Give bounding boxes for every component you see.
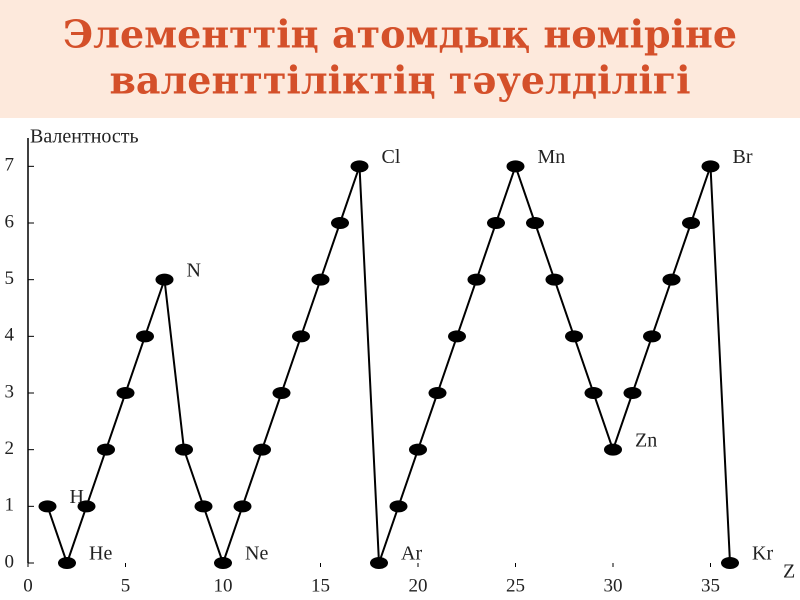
- point: [467, 273, 486, 286]
- header-band: [0, 0, 800, 118]
- x-axis-label: Z: [783, 561, 795, 583]
- x-tick-label: 0: [23, 575, 33, 596]
- point: [682, 217, 700, 229]
- element-label: Mn: [538, 146, 566, 168]
- point: [272, 387, 291, 399]
- point: [701, 160, 720, 173]
- element-label: He: [89, 543, 112, 565]
- y-axis-label: Валентность: [30, 126, 139, 148]
- element-label: Zn: [635, 429, 657, 451]
- point: [331, 217, 349, 229]
- point: [370, 557, 388, 569]
- x-tick-label: 20: [409, 575, 428, 596]
- x-tick-label: 5: [121, 575, 131, 596]
- point: [506, 160, 525, 173]
- point: [77, 500, 96, 513]
- point: [565, 330, 583, 343]
- point: [604, 443, 622, 456]
- y-tick-label: 4: [5, 325, 15, 346]
- x-tick-label: 35: [701, 575, 720, 596]
- element-label: N: [187, 259, 201, 281]
- y-tick-label: 5: [5, 268, 15, 289]
- x-tick-label: 30: [604, 575, 623, 596]
- point: [136, 330, 154, 343]
- point: [487, 217, 505, 229]
- y-tick-label: 1: [5, 495, 15, 516]
- point: [643, 330, 661, 343]
- point: [292, 330, 310, 343]
- point: [584, 387, 603, 399]
- point: [721, 557, 739, 569]
- point: [175, 443, 193, 456]
- y-tick-label: 2: [5, 438, 15, 459]
- point: [350, 160, 369, 173]
- point: [662, 273, 681, 286]
- point: [155, 273, 174, 286]
- y-tick-label: 6: [5, 211, 15, 232]
- point: [58, 557, 76, 569]
- point: [428, 387, 447, 399]
- element-label: Ar: [401, 543, 422, 565]
- point: [194, 500, 213, 513]
- element-label: Kr: [752, 543, 773, 565]
- element-label: Br: [733, 146, 753, 168]
- x-tick-label: 10: [214, 575, 233, 596]
- x-tick-label: 15: [311, 575, 330, 596]
- point: [233, 500, 252, 513]
- title-line: валенттіліктің тәуелділігі: [109, 58, 690, 103]
- point: [311, 273, 330, 286]
- point: [116, 387, 135, 399]
- y-tick-label: 7: [5, 155, 15, 176]
- point: [253, 443, 271, 456]
- x-tick-label: 25: [506, 575, 525, 596]
- point: [214, 557, 232, 569]
- element-label: Cl: [382, 146, 401, 168]
- point: [38, 500, 57, 513]
- valence-line: [46, 163, 731, 567]
- point: [623, 387, 642, 399]
- point: [545, 273, 564, 286]
- point: [448, 330, 466, 343]
- point: [526, 217, 544, 229]
- y-tick-label: 3: [5, 381, 15, 402]
- point: [389, 500, 408, 513]
- title-line: Элементтің атомдық нөміріне: [63, 12, 737, 57]
- element-label: Ne: [245, 543, 268, 565]
- point: [409, 443, 427, 456]
- point: [97, 443, 115, 456]
- y-tick-label: 0: [5, 551, 15, 572]
